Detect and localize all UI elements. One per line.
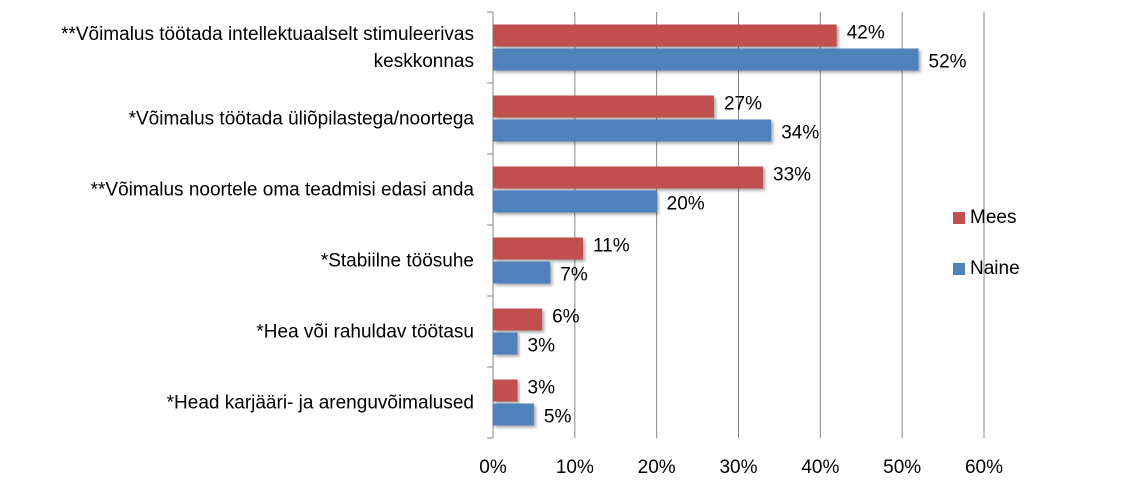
value-label: 5% bbox=[544, 407, 572, 428]
x-tick-label: 0% bbox=[479, 457, 507, 478]
value-label: 3% bbox=[528, 378, 556, 399]
bar bbox=[493, 119, 772, 142]
bar bbox=[493, 95, 714, 118]
legend-label: Mees bbox=[970, 207, 1016, 228]
bar bbox=[493, 237, 584, 260]
bar bbox=[493, 403, 534, 426]
legend-swatch bbox=[953, 263, 965, 275]
value-label: 33% bbox=[773, 165, 811, 186]
x-tick-label: 40% bbox=[801, 457, 839, 478]
value-label: 27% bbox=[724, 94, 762, 115]
category-label: **Võimalus noortele oma teadmisi edasi a… bbox=[90, 179, 474, 200]
value-label: 6% bbox=[552, 307, 580, 328]
category-label: **Võimalus töötada intellektuaalselt sti… bbox=[61, 23, 474, 72]
bar bbox=[493, 261, 551, 284]
x-tick-label: 20% bbox=[638, 457, 676, 478]
category-label: *Hea või rahuldav töötasu bbox=[256, 321, 474, 342]
category-label: *Head karjääri- ja arenguvõimalused bbox=[166, 392, 474, 413]
bar bbox=[493, 190, 657, 213]
x-tick-label: 30% bbox=[719, 457, 757, 478]
legend-label: Naine bbox=[970, 258, 1020, 279]
value-label: 34% bbox=[781, 123, 819, 144]
value-label: 42% bbox=[847, 23, 885, 44]
x-tick-label: 10% bbox=[556, 457, 594, 478]
value-label: 3% bbox=[528, 336, 556, 357]
bar bbox=[493, 166, 764, 189]
legend-swatch bbox=[953, 212, 965, 224]
bar bbox=[493, 332, 518, 355]
value-label: 11% bbox=[593, 236, 630, 257]
x-tick-label: 60% bbox=[965, 457, 1003, 478]
value-label: 20% bbox=[667, 194, 705, 215]
value-label: 52% bbox=[929, 52, 967, 73]
value-label: 7% bbox=[560, 265, 588, 286]
bar bbox=[493, 308, 543, 331]
category-label: *Stabiilne töösuhe bbox=[320, 250, 474, 271]
bar bbox=[493, 24, 837, 47]
x-tick-label: 50% bbox=[883, 457, 921, 478]
category-label: *Võimalus töötada üliõpilastega/noortega bbox=[128, 108, 474, 129]
bar bbox=[493, 379, 518, 402]
bar bbox=[493, 48, 919, 71]
